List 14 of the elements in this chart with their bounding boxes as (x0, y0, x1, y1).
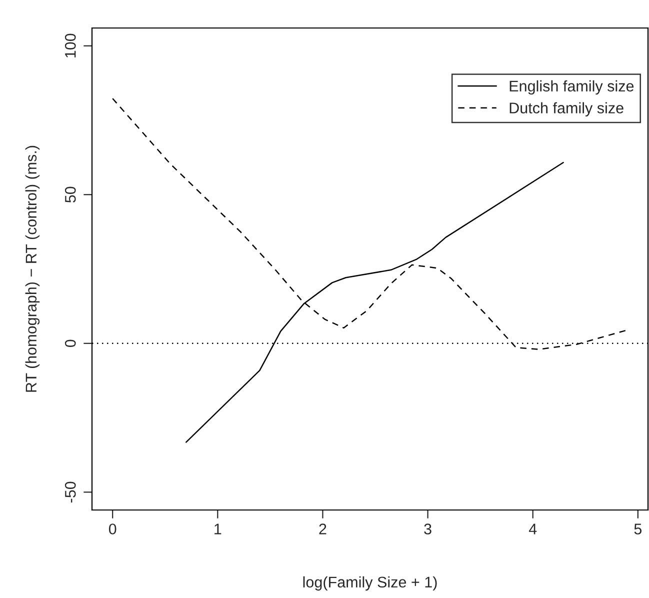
legend-label: Dutch family size (510, 102, 624, 116)
y-tick-label: 50 (64, 186, 76, 202)
x-axis-title: log(Family Size + 1) (303, 576, 437, 591)
x-tick-label: 4 (528, 524, 537, 534)
x-tick-label: 2 (319, 524, 326, 534)
x-tick-label: 0 (108, 524, 116, 534)
y-tick-label: 100 (64, 34, 76, 58)
y-tick-label: -50 (64, 482, 76, 503)
x-tick-label: 5 (634, 524, 642, 534)
legend-label: English family size (510, 80, 634, 95)
x-tick-label: 1 (214, 524, 222, 534)
x-tick-label: 3 (424, 524, 432, 534)
y-tick-label: 0 (64, 340, 76, 348)
y-axis-title: RT (homograph) − RT (control) (ms.) (25, 146, 40, 392)
